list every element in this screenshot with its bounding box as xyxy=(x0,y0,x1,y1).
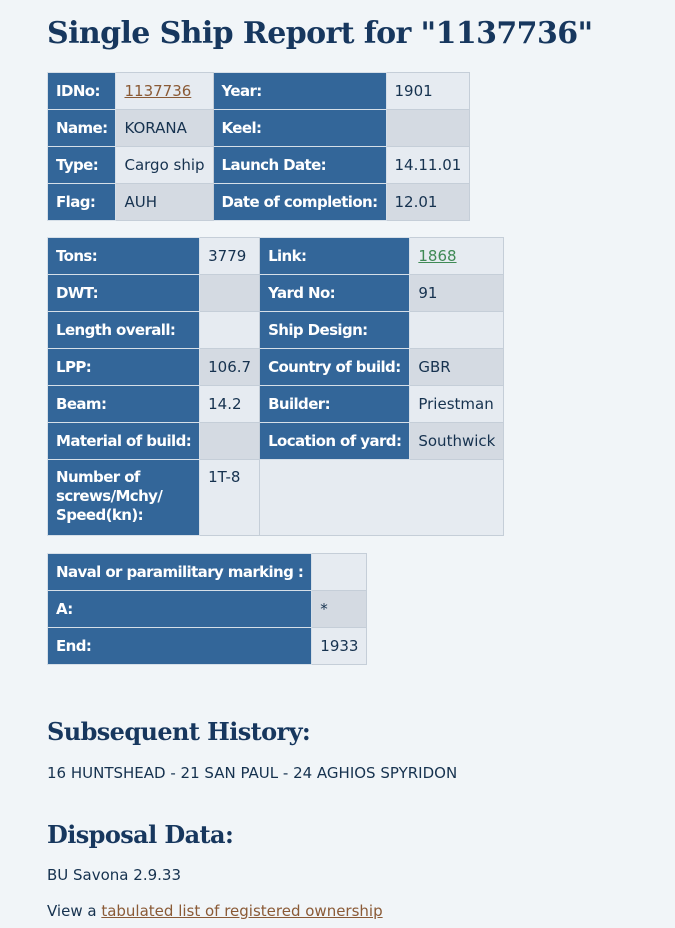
subsequent-history-heading: Subsequent History: xyxy=(47,717,311,746)
tons-label: Tons: xyxy=(46,237,201,275)
builder-value: Priestman xyxy=(409,385,505,423)
screws-label-line-1: Number of xyxy=(56,468,140,486)
end-label: End: xyxy=(46,627,313,665)
dwt-label: DWT: xyxy=(46,274,201,312)
length-overall-label: Length overall: xyxy=(46,311,201,349)
country-of-build-label: Country of build: xyxy=(259,348,411,386)
yard-no-value: 91 xyxy=(409,274,505,312)
material-of-build-value xyxy=(199,422,261,460)
specifications-table: Tons: 3779 Link: 1868 DWT: Yard No: 91 L… xyxy=(46,237,505,536)
idno-label: IDNo: xyxy=(46,72,117,110)
ship-link[interactable]: 1868 xyxy=(418,247,457,265)
name-value: KORANA xyxy=(115,109,214,147)
beam-label: Beam: xyxy=(46,385,201,423)
country-of-build-value: GBR xyxy=(409,348,505,386)
basic-info-table: IDNo: 1137736 Year: 1901 Name: KORANA Ke… xyxy=(46,72,471,221)
year-label: Year: xyxy=(212,72,387,110)
lpp-value: 106.7 xyxy=(199,348,261,386)
year-value: 1901 xyxy=(385,72,471,110)
naval-marking-value xyxy=(311,553,368,591)
screws-mchy-speed-label: Number of screws/Mchy/ Speed(kn): xyxy=(46,459,201,536)
ownership-prefix: View a xyxy=(47,902,102,920)
location-of-yard-value: Southwick xyxy=(409,422,505,460)
name-label: Name: xyxy=(46,109,117,147)
link-label: Link: xyxy=(259,237,411,275)
disposal-data-heading: Disposal Data: xyxy=(47,820,234,849)
screws-label-line-3: Speed(kn): xyxy=(56,506,144,524)
a-value: * xyxy=(311,590,368,628)
empty-cell xyxy=(259,459,505,536)
end-value: 1933 xyxy=(311,627,368,665)
launch-date-label: Launch Date: xyxy=(212,146,387,184)
naval-marking-table: Naval or paramilitary marking : A: * End… xyxy=(46,553,368,665)
dwt-value xyxy=(199,274,261,312)
completion-date-label: Date of completion: xyxy=(212,183,387,221)
completion-date-value: 12.01 xyxy=(385,183,471,221)
flag-value: AUH xyxy=(115,183,214,221)
flag-label: Flag: xyxy=(46,183,117,221)
page-title: Single Ship Report for "1137736" xyxy=(47,16,593,51)
ship-design-label: Ship Design: xyxy=(259,311,411,349)
ship-design-value xyxy=(409,311,505,349)
subsequent-history-text: 16 HUNTSHEAD - 21 SAN PAUL - 24 AGHIOS S… xyxy=(47,764,458,782)
material-of-build-label: Material of build: xyxy=(46,422,201,460)
ownership-list-link[interactable]: tabulated list of registered ownership xyxy=(101,902,383,920)
type-value: Cargo ship xyxy=(115,146,214,184)
keel-value xyxy=(385,109,471,147)
naval-marking-label: Naval or paramilitary marking : xyxy=(46,553,313,591)
screws-mchy-speed-value: 1T-8 xyxy=(199,459,261,536)
tons-value: 3779 xyxy=(199,237,261,275)
screws-label-line-2: screws/Mchy/ xyxy=(56,487,163,505)
builder-label: Builder: xyxy=(259,385,411,423)
idno-link[interactable]: 1137736 xyxy=(124,82,192,100)
length-overall-value xyxy=(199,311,261,349)
location-of-yard-label: Location of yard: xyxy=(259,422,411,460)
ownership-line: View a tabulated list of registered owne… xyxy=(47,902,383,920)
beam-value: 14.2 xyxy=(199,385,261,423)
launch-date-value: 14.11.01 xyxy=(385,146,471,184)
a-label: A: xyxy=(46,590,313,628)
disposal-data-text: BU Savona 2.9.33 xyxy=(47,866,181,884)
lpp-label: LPP: xyxy=(46,348,201,386)
yard-no-label: Yard No: xyxy=(259,274,411,312)
type-label: Type: xyxy=(46,146,117,184)
keel-label: Keel: xyxy=(212,109,387,147)
